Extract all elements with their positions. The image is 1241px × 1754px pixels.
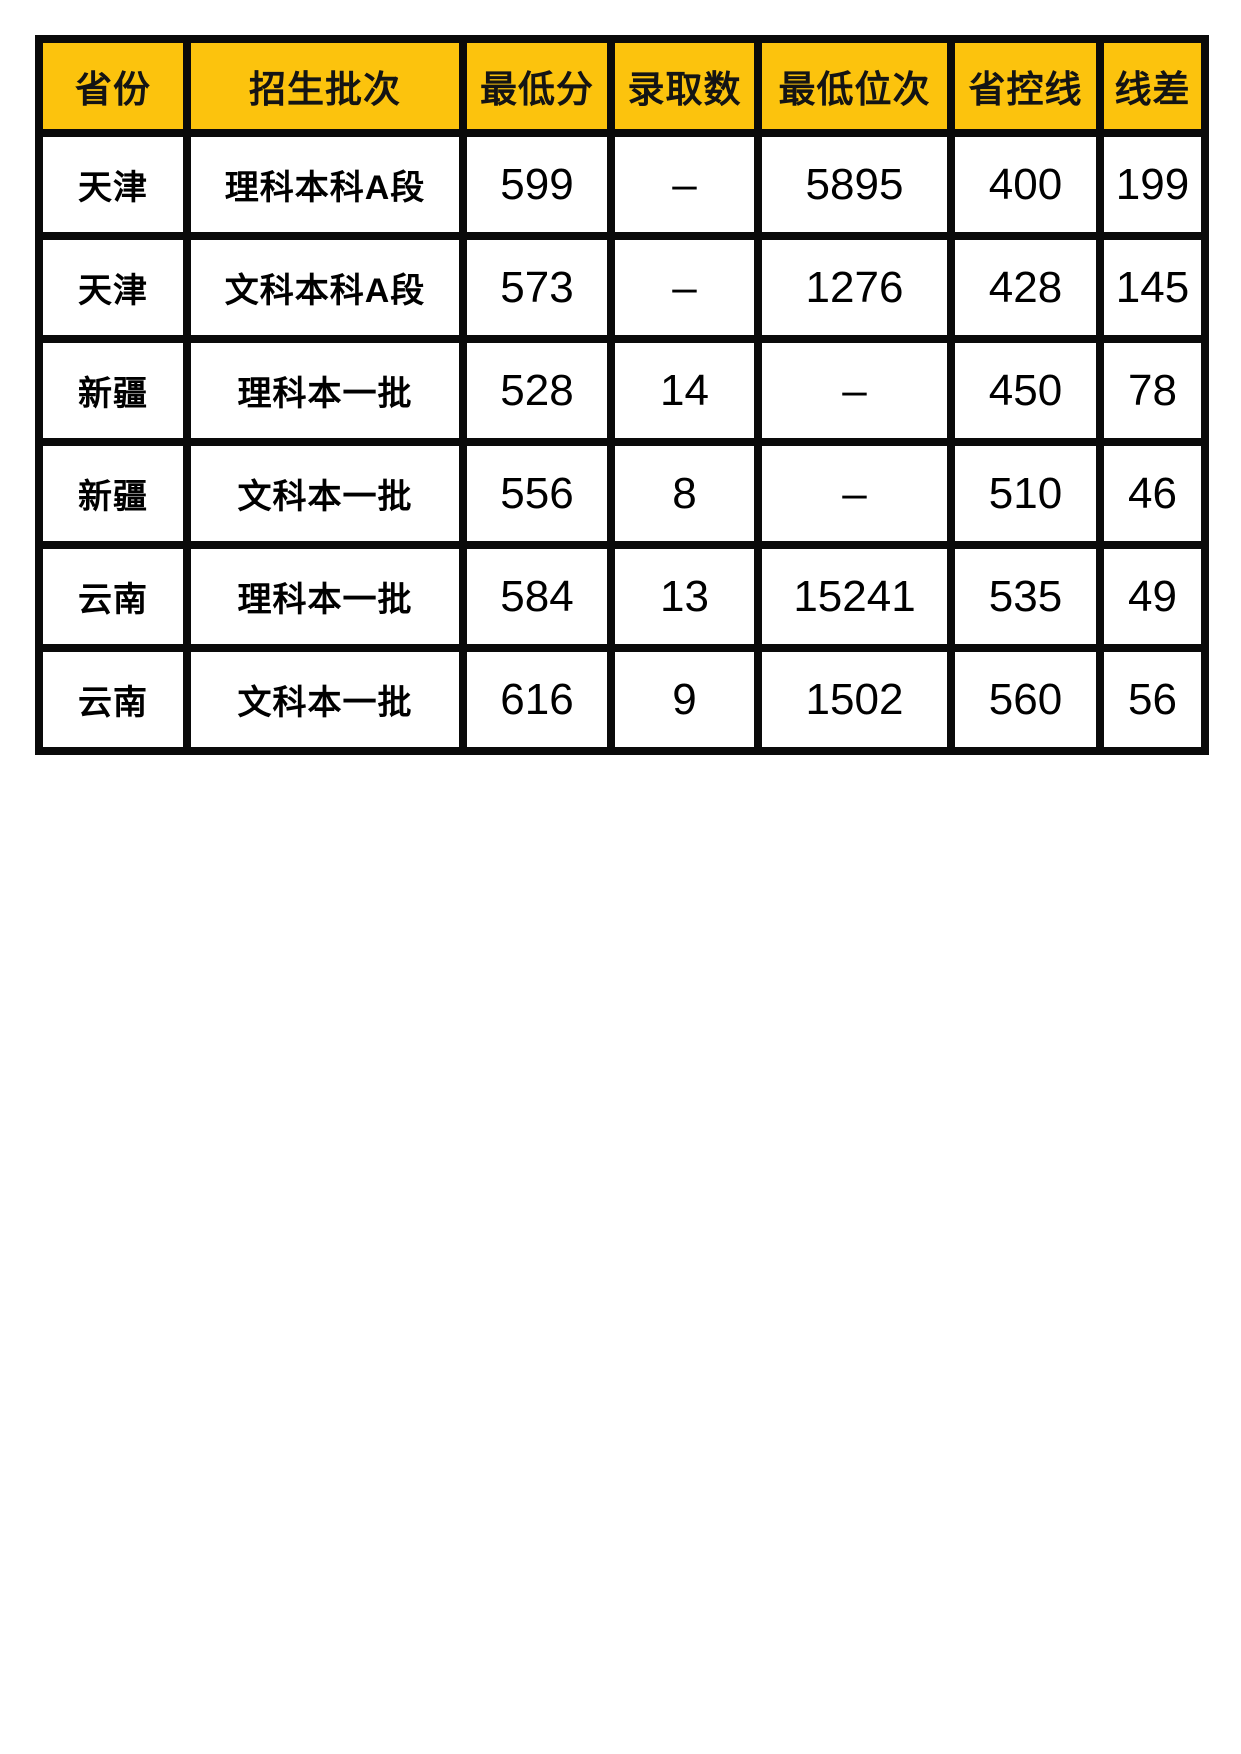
col-header-control-line: 省控线: [947, 35, 1104, 137]
cell-batch: 文科本一批: [183, 438, 467, 549]
cell-min_score: 616: [459, 644, 615, 755]
table-row: 天津 理科本科A段 599–5895 400 199: [35, 129, 1209, 240]
cell-min_rank: 1502: [754, 644, 955, 755]
table-row: 新疆 理科本一批 528 14–450 78: [35, 335, 1209, 446]
cell-line_diff: 49: [1096, 541, 1209, 652]
admission-scores-table: 省份 招生批次 最低分 录取数 最低位次 省控线 线差 天津 理科本科A段 599–…: [35, 35, 1209, 755]
cell-province: 云南: [35, 541, 191, 652]
col-header-line-diff: 线差: [1096, 35, 1209, 137]
cell-batch: 理科本一批: [183, 541, 467, 652]
table-row: 云南 文科本一批 616 9 1502 560 56: [35, 644, 1209, 755]
cell-admit_count: 13: [607, 541, 762, 652]
cell-min_score: 584: [459, 541, 615, 652]
cell-province: 天津: [35, 129, 191, 240]
cell-control_line: 535: [947, 541, 1104, 652]
cell-province: 云南: [35, 644, 191, 755]
cell-admit_count: 8: [607, 438, 762, 549]
cell-min_rank: 5895: [754, 129, 955, 240]
cell-control_line: 560: [947, 644, 1104, 755]
cell-min_rank: 15241: [754, 541, 955, 652]
cell-line_diff: 145: [1096, 232, 1209, 343]
cell-control_line: 400: [947, 129, 1104, 240]
cell-province: 新疆: [35, 335, 191, 446]
cell-batch: 文科本一批: [183, 644, 467, 755]
cell-min_score: 599: [459, 129, 615, 240]
col-header-batch: 招生批次: [183, 35, 467, 137]
col-header-min-score: 最低分: [459, 35, 615, 137]
col-header-admit-count: 录取数: [607, 35, 762, 137]
cell-line_diff: 78: [1096, 335, 1209, 446]
col-header-province: 省份: [35, 35, 191, 137]
table-row: 天津 文科本科A段 573–1276 428 145: [35, 232, 1209, 343]
cell-batch: 理科本科A段: [183, 129, 467, 240]
cell-province: 新疆: [35, 438, 191, 549]
cell-control_line: 510: [947, 438, 1104, 549]
cell-admit_count: 14: [607, 335, 762, 446]
cell-admit_count: –: [607, 232, 762, 343]
cell-min_score: 573: [459, 232, 615, 343]
cell-min_rank: –: [754, 335, 955, 446]
col-header-min-rank: 最低位次: [754, 35, 955, 137]
cell-min_score: 528: [459, 335, 615, 446]
cell-min_rank: 1276: [754, 232, 955, 343]
cell-line_diff: 199: [1096, 129, 1209, 240]
cell-batch: 理科本一批: [183, 335, 467, 446]
header-row: 省份 招生批次 最低分 录取数 最低位次 省控线 线差: [35, 35, 1209, 137]
table-row: 新疆 文科本一批 556 8–510 46: [35, 438, 1209, 549]
table-row: 云南 理科本一批 584 13 15241 535 49: [35, 541, 1209, 652]
cell-control_line: 428: [947, 232, 1104, 343]
cell-min_score: 556: [459, 438, 615, 549]
cell-batch: 文科本科A段: [183, 232, 467, 343]
cell-admit_count: –: [607, 129, 762, 240]
cell-province: 天津: [35, 232, 191, 343]
cell-line_diff: 56: [1096, 644, 1209, 755]
cell-line_diff: 46: [1096, 438, 1209, 549]
cell-min_rank: –: [754, 438, 955, 549]
cell-control_line: 450: [947, 335, 1104, 446]
cell-admit_count: 9: [607, 644, 762, 755]
